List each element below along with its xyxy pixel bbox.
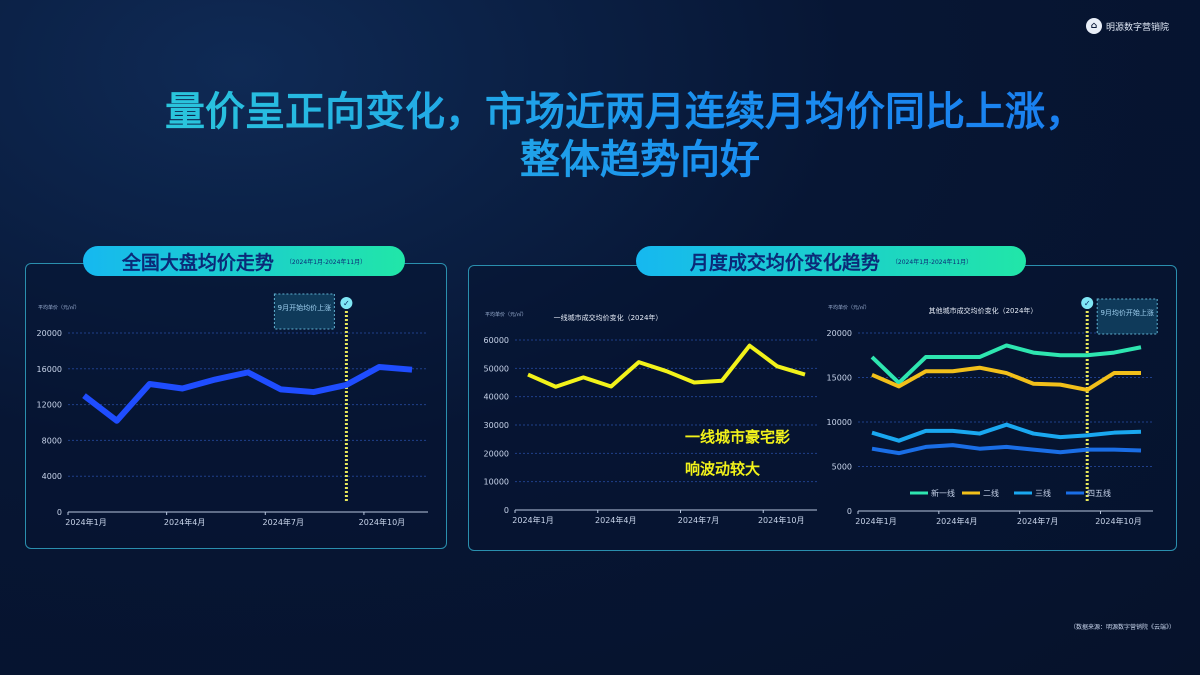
series-line bbox=[82, 364, 413, 424]
series-line-三线 bbox=[871, 422, 1142, 443]
y-tick-label: 40000 bbox=[484, 393, 509, 402]
y-tick-label: 8000 bbox=[42, 436, 62, 445]
y-tick-label: 0 bbox=[57, 508, 62, 517]
x-tick-label: 2024年10月 bbox=[758, 515, 805, 525]
y-tick-label: 10000 bbox=[827, 418, 852, 427]
x-tick-label: 2024年4月 bbox=[164, 517, 205, 527]
chart-title: 其他城市成交均价变化（2024年） bbox=[929, 306, 1038, 315]
y-tick-label: 12000 bbox=[37, 401, 62, 410]
y-tick-label: 5000 bbox=[832, 463, 852, 472]
x-tick-label: 2024年4月 bbox=[936, 516, 977, 526]
check-icon bbox=[340, 297, 353, 309]
y-tick-label: 16000 bbox=[37, 365, 62, 374]
check-icon-glyph: ✓ bbox=[343, 299, 350, 308]
panel-subtitle: （2024年1月-2024年11月） bbox=[891, 258, 973, 266]
y-tick-label: 60000 bbox=[484, 336, 509, 345]
panel-title: 全国大盘均价走势 bbox=[121, 251, 274, 274]
panel-subtitle: （2024年1月-2024年11月） bbox=[285, 258, 367, 266]
national-panel-header: 全国大盘均价走势 （2024年1月-2024年11月） bbox=[83, 246, 405, 276]
y-tick-label: 20000 bbox=[827, 329, 852, 338]
x-tick-label: 2024年1月 bbox=[512, 515, 553, 525]
y-tick-label: 0 bbox=[504, 506, 509, 515]
legend-label: 二线 bbox=[983, 488, 999, 498]
series-line bbox=[527, 343, 806, 389]
x-tick-label: 2024年7月 bbox=[678, 515, 719, 525]
annotation-box bbox=[1096, 298, 1158, 335]
y-tick-label: 50000 bbox=[484, 364, 509, 373]
x-tick-label: 2024年7月 bbox=[1017, 516, 1058, 526]
legend-label: 三线 bbox=[1035, 488, 1051, 498]
y-tick-label: 4000 bbox=[42, 472, 62, 481]
monthly-panel bbox=[468, 265, 1177, 551]
x-tick-label: 2024年10月 bbox=[359, 517, 406, 527]
y-axis-label: 平均单价（元/㎡） bbox=[485, 311, 527, 318]
x-tick-label: 2024年1月 bbox=[855, 516, 896, 526]
annotation-box bbox=[273, 293, 335, 330]
slide-title-line1: 量价呈正向变化，市场近两月连续月均价同比上涨， bbox=[0, 89, 1200, 135]
logo-icon: ⌂ bbox=[1086, 18, 1102, 34]
x-tick-label: 2024年4月 bbox=[595, 515, 636, 525]
data-source-footnote: （数据来源：明源数字营销院《云端》） bbox=[1070, 624, 1176, 631]
annotation-callout: 响波动较大 bbox=[685, 460, 760, 478]
check-icon-glyph: ✓ bbox=[1084, 299, 1091, 308]
annotation-text: 9月均价开始上涨 bbox=[1100, 308, 1153, 317]
logo: ⌂ 明源数字营销院 bbox=[1086, 18, 1169, 34]
x-tick-label: 2024年10月 bbox=[1095, 516, 1142, 526]
y-tick-label: 10000 bbox=[484, 478, 509, 487]
y-axis-label: 平均单价（元/㎡） bbox=[38, 304, 80, 311]
y-tick-label: 20000 bbox=[37, 329, 62, 338]
y-tick-label: 15000 bbox=[827, 374, 852, 383]
legend-label: 四五线 bbox=[1087, 488, 1111, 498]
annotation-text: 9月开始均价上涨 bbox=[278, 303, 331, 312]
series-line-四五线 bbox=[871, 443, 1142, 456]
y-tick-label: 20000 bbox=[484, 449, 509, 458]
legend-label: 新一线 bbox=[931, 488, 955, 498]
monthly-panel-header: 月度成交均价变化趋势 （2024年1月-2024年11月） bbox=[636, 246, 1026, 276]
panel-title: 月度成交均价变化趋势 bbox=[689, 251, 880, 274]
slide-title-line2: 整体趋势向好 bbox=[0, 137, 1200, 183]
y-tick-label: 30000 bbox=[484, 421, 509, 430]
x-tick-label: 2024年7月 bbox=[263, 517, 304, 527]
y-axis-label: 平均单价（元/㎡） bbox=[828, 304, 870, 311]
logo-text: 明源数字营销院 bbox=[1106, 22, 1170, 33]
y-tick-label: 0 bbox=[847, 507, 852, 516]
annotation-callout: 一线城市豪宅影 bbox=[685, 428, 790, 446]
x-tick-label: 2024年1月 bbox=[65, 517, 106, 527]
chart-title: 一线城市成交均价变化（2024年） bbox=[554, 313, 663, 322]
check-icon bbox=[1081, 297, 1094, 309]
